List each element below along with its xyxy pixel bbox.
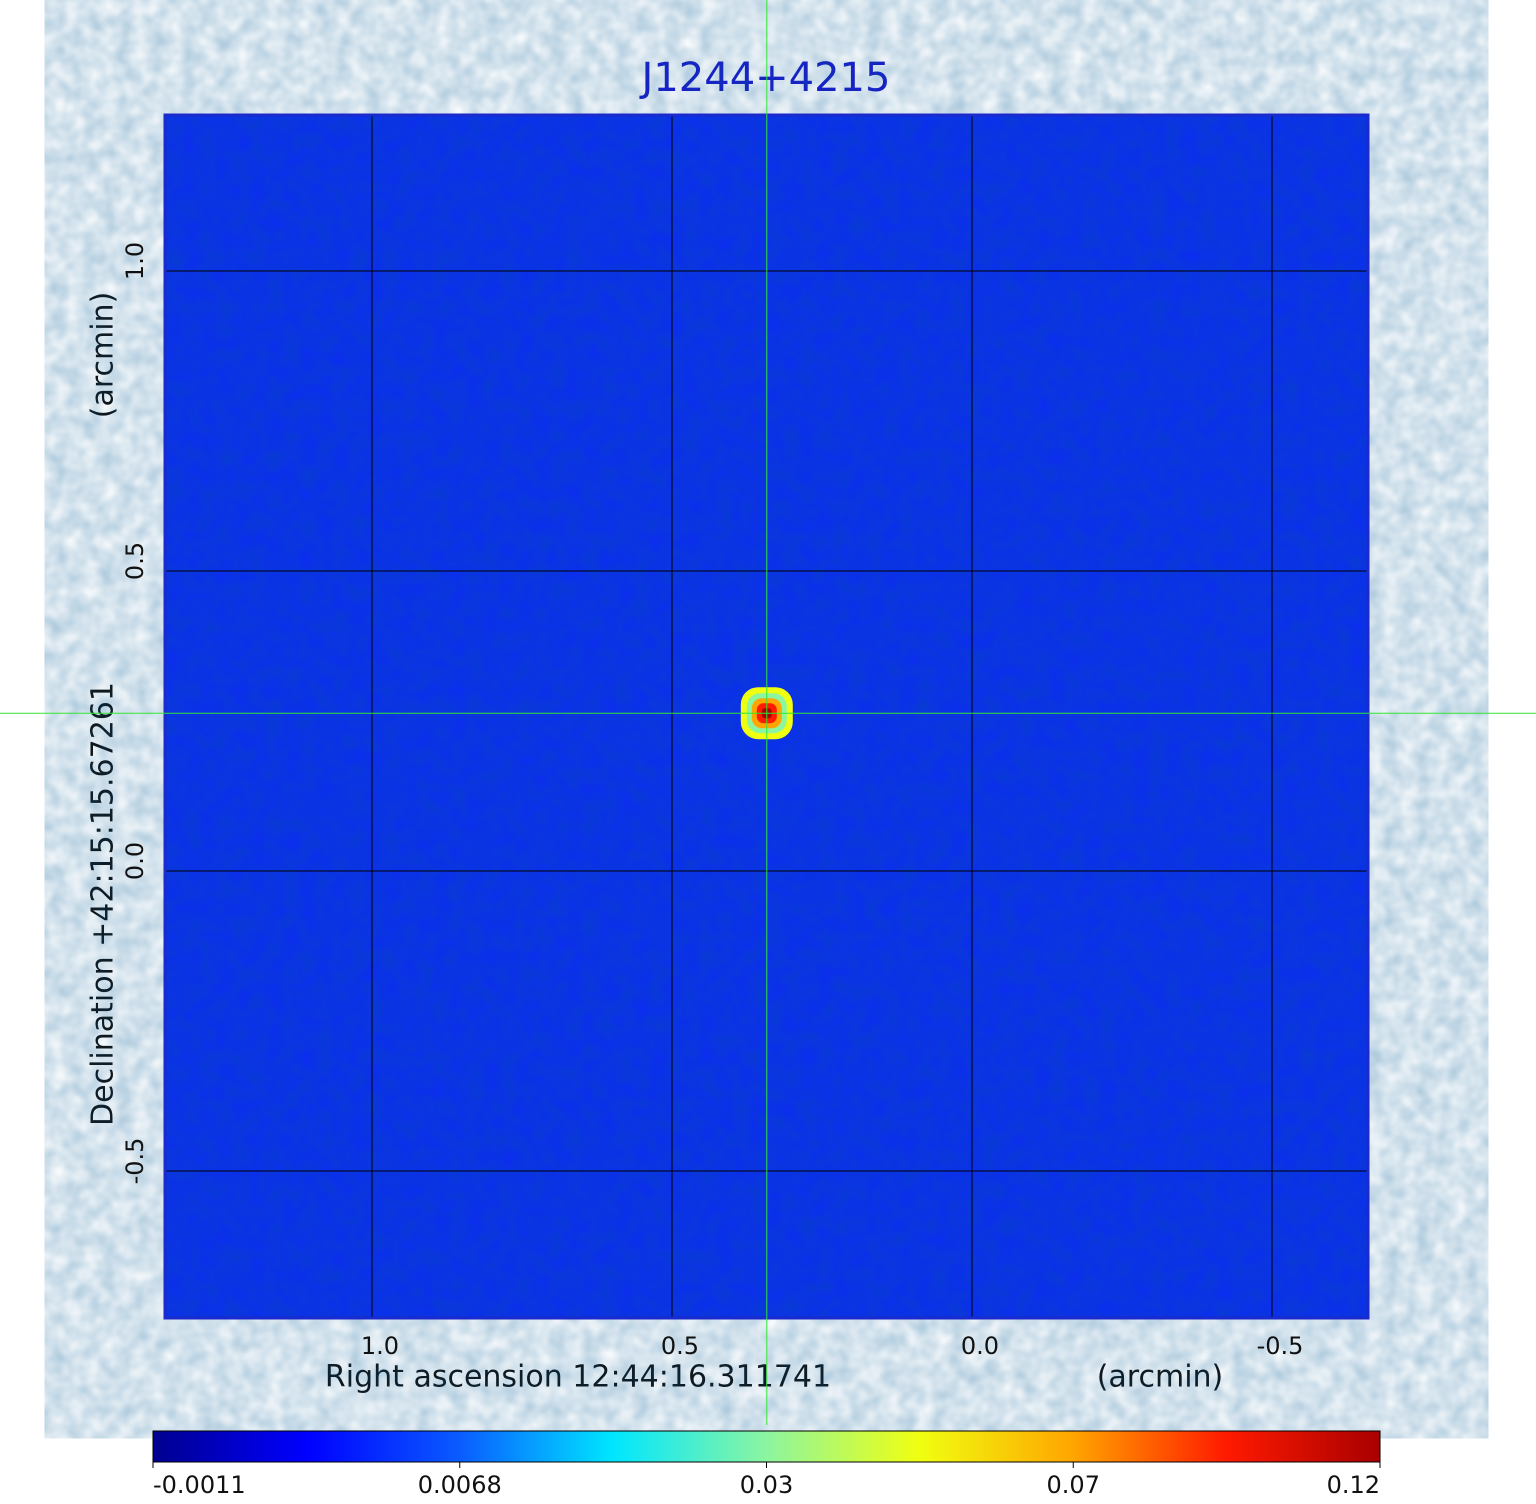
- x-tick-label: 1.0: [361, 1332, 399, 1360]
- colorbar-tick-label: 0.03: [740, 1471, 793, 1499]
- y-axis-label: Declination +42:15:15.67261: [86, 682, 121, 1126]
- x-tick-label: 0.0: [961, 1332, 999, 1360]
- y-tick-label: 0.0: [121, 842, 149, 880]
- x-tick-label: -0.5: [1257, 1332, 1304, 1360]
- y-tick-label: 0.5: [121, 542, 149, 580]
- colorbar-tick-label: 0.07: [1047, 1471, 1100, 1499]
- x-tick-label: 0.5: [661, 1332, 699, 1360]
- chart-title: J1244+4215: [639, 55, 891, 101]
- colorbar-tick-label: 0.12: [1327, 1471, 1380, 1499]
- x-axis-unit: (arcmin): [1097, 1360, 1224, 1395]
- y-axis-unit: (arcmin): [86, 292, 121, 419]
- colorbar-tick-label: 0.0068: [418, 1471, 502, 1499]
- y-tick-label: 1.0: [121, 242, 149, 280]
- colorbar: [152, 1430, 1381, 1463]
- x-axis-label: Right ascension 12:44:16.311741: [325, 1360, 831, 1395]
- y-tick-label: -0.5: [121, 1138, 149, 1185]
- colorbar-tick-label: -0.0011: [153, 1471, 246, 1499]
